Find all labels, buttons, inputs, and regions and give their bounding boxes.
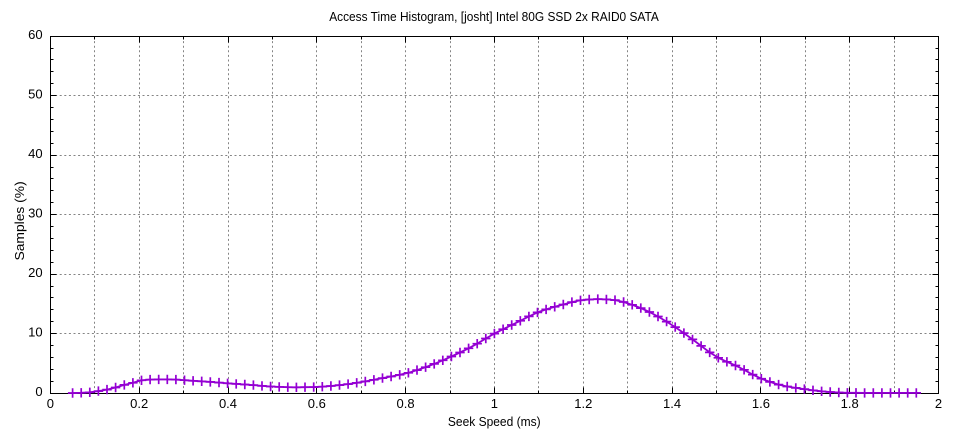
svg-text:60: 60 xyxy=(28,27,42,42)
svg-text:20: 20 xyxy=(28,265,42,280)
svg-text:Seek Speed (ms): Seek Speed (ms) xyxy=(448,414,541,429)
svg-text:0.4: 0.4 xyxy=(219,396,237,411)
svg-text:1.6: 1.6 xyxy=(752,396,770,411)
svg-text:0: 0 xyxy=(47,396,54,411)
svg-text:2: 2 xyxy=(935,396,942,411)
svg-text:Access Time Histogram, [josht]: Access Time Histogram, [josht] Intel 80G… xyxy=(329,9,659,24)
svg-text:30: 30 xyxy=(28,205,42,220)
svg-text:0.6: 0.6 xyxy=(308,396,326,411)
svg-text:40: 40 xyxy=(28,146,42,161)
svg-text:0.8: 0.8 xyxy=(397,396,415,411)
svg-text:1: 1 xyxy=(491,396,498,411)
svg-text:1.4: 1.4 xyxy=(663,396,681,411)
svg-text:0.2: 0.2 xyxy=(130,396,148,411)
svg-text:10: 10 xyxy=(28,324,42,339)
svg-text:Samples (%): Samples (%) xyxy=(12,181,27,260)
svg-text:1.2: 1.2 xyxy=(574,396,592,411)
svg-text:0: 0 xyxy=(35,384,42,399)
svg-text:50: 50 xyxy=(28,86,42,101)
svg-text:1.8: 1.8 xyxy=(841,396,859,411)
